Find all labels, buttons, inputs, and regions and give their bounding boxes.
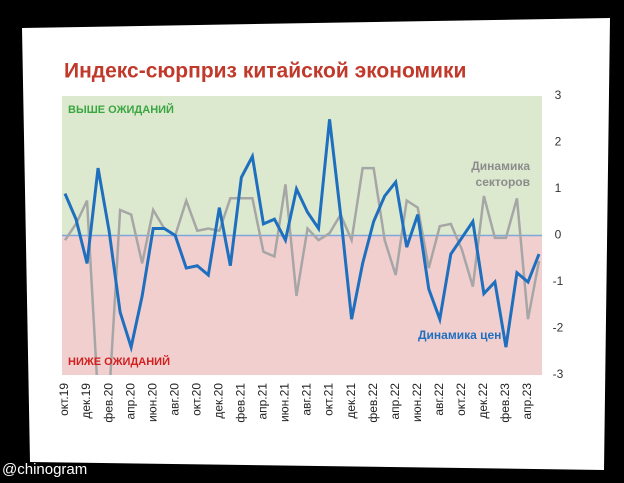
x-tick-label: июн.22 — [410, 383, 424, 422]
y-tick-label: 0 — [555, 228, 562, 242]
annotation: НИЖЕ ОЖИДАНИЙ — [68, 355, 170, 368]
x-tick-label: дек.20 — [211, 383, 225, 419]
x-tick-label: фев.23 — [498, 383, 512, 423]
x-tick-label: авг.22 — [432, 383, 446, 416]
x-tick-label: июн.21 — [278, 383, 292, 422]
y-tick-label: -3 — [553, 367, 564, 381]
x-tick-label: дек.21 — [344, 383, 358, 419]
x-tick-label: апр.23 — [520, 383, 534, 420]
x-tick-label: дек.22 — [476, 383, 490, 419]
x-tick-label: апр.20 — [123, 383, 137, 420]
x-tick-label: окт.20 — [189, 383, 203, 416]
x-tick-label: апр.22 — [388, 383, 402, 420]
x-tick-label: дек.19 — [79, 383, 93, 419]
watermark: @chinogram — [2, 461, 87, 478]
y-tick-label: -1 — [553, 274, 564, 288]
x-tick-label: авг.21 — [300, 383, 314, 416]
above-zone — [62, 96, 542, 236]
y-tick-label: 2 — [555, 135, 562, 149]
x-tick-label: июн.20 — [145, 383, 159, 422]
legend-label: Динамика — [471, 159, 530, 173]
legend-label: Динамика цен — [418, 328, 501, 342]
y-tick-label: 3 — [555, 88, 562, 102]
series-line — [63, 166, 541, 375]
x-tick-label: авг.20 — [167, 383, 181, 416]
x-tick-label: апр.21 — [256, 383, 270, 420]
legend-label: секторов — [476, 175, 530, 189]
series-line — [63, 119, 541, 353]
chart-title: Индекс-сюрприз китайской экономики — [64, 60, 466, 83]
x-tick-label: окт.22 — [454, 383, 468, 416]
annotation: ВЫШЕ ОЖИДАНИЙ — [68, 103, 174, 116]
x-tick-label: фев.22 — [366, 383, 380, 423]
x-tick-label: окт.21 — [322, 383, 336, 416]
x-tick-label: окт.19 — [57, 383, 71, 416]
y-tick-label: 1 — [555, 181, 562, 195]
y-tick-label: -2 — [553, 321, 564, 335]
x-tick-label: фев.20 — [101, 383, 115, 423]
x-tick-label: фев.21 — [234, 383, 248, 423]
